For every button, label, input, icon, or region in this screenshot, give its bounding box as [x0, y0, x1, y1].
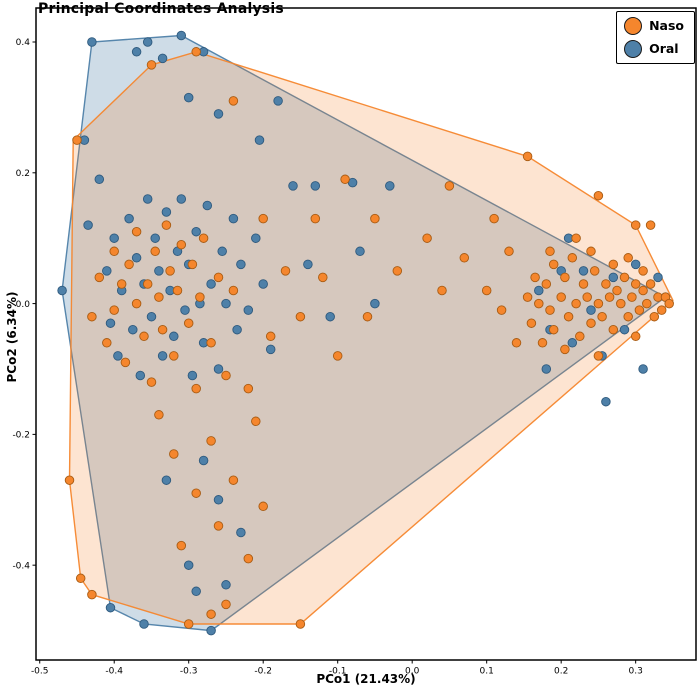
legend-label-oral: Oral — [649, 40, 679, 56]
svg-text:-0.3: -0.3 — [180, 667, 198, 677]
oral-swatch-icon — [624, 40, 643, 58]
naso-swatch-icon — [624, 17, 643, 35]
svg-text:-0.5: -0.5 — [31, 667, 49, 677]
svg-text:0.2: 0.2 — [554, 667, 568, 677]
svg-text:0.2: 0.2 — [16, 169, 30, 179]
svg-text:0.3: 0.3 — [628, 667, 642, 677]
svg-text:-0.2: -0.2 — [12, 431, 30, 441]
svg-text:0.4: 0.4 — [16, 38, 31, 48]
svg-text:-0.1: -0.1 — [329, 667, 347, 677]
chart-title: Principal Coordinates Analysis — [38, 1, 284, 17]
x-axis-label: PCo1 (21.43%) — [316, 672, 416, 686]
svg-text:-0.4: -0.4 — [105, 667, 123, 677]
legend-label-naso: Naso — [649, 17, 684, 33]
legend: Naso Oral — [616, 11, 695, 64]
legend-item-naso: Naso — [624, 17, 684, 35]
svg-text:0.0: 0.0 — [405, 667, 420, 677]
svg-text:-0.4: -0.4 — [12, 561, 30, 571]
svg-text:-0.2: -0.2 — [254, 667, 272, 677]
svg-text:0.1: 0.1 — [480, 667, 494, 677]
legend-item-oral: Oral — [624, 40, 684, 58]
svg-text:0.0: 0.0 — [16, 300, 31, 310]
